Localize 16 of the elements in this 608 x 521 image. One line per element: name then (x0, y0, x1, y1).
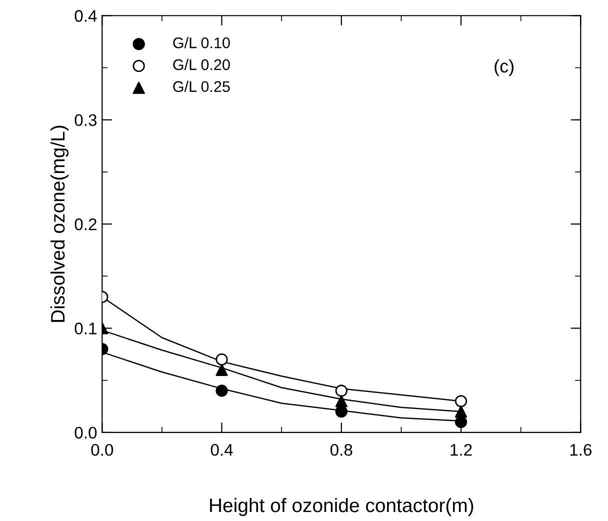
legend-label: G/L 0.20 (173, 58, 230, 70)
annotation: (c) (494, 59, 514, 76)
y-tick-label: 0.2 (74, 218, 96, 230)
y-tick-label: 0.3 (74, 114, 97, 126)
x-tick-label: 0.0 (91, 444, 114, 456)
x-axis-title: Height of ozonide contactor(m) (210, 498, 474, 516)
y-tick-label: 0.4 (74, 10, 97, 22)
y-axis-title: Dissolved ozone(mg/L) (50, 126, 69, 322)
x-tick-label: 1.2 (450, 444, 472, 456)
y-tick-label: 0.1 (74, 322, 96, 334)
legend-label: G/L 0.10 (173, 37, 230, 48)
y-tick-label: 0.0 (74, 426, 97, 439)
x-tick-label: 0.8 (330, 444, 352, 456)
x-tick-label: 0.4 (210, 444, 233, 456)
x-tick-label: 1.6 (570, 444, 592, 456)
legend-label: G/L 0.25 (173, 80, 230, 92)
